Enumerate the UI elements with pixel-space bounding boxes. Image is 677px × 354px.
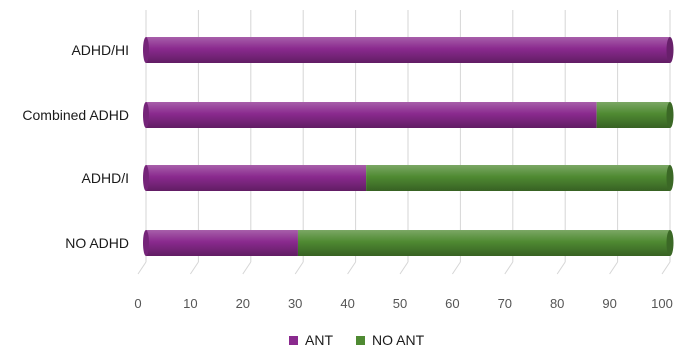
gridline-floor xyxy=(609,261,619,275)
legend-swatch-ant xyxy=(289,336,298,345)
bar-start-cap xyxy=(143,102,149,128)
bar-no-ant xyxy=(297,230,670,256)
bar-no-ant xyxy=(596,102,670,128)
legend-swatch-no-ant xyxy=(356,336,365,345)
bar-start-cap xyxy=(143,165,149,191)
x-tick-label: 100 xyxy=(651,296,673,311)
legend-label-ant: ANT xyxy=(305,332,333,348)
gridline-floor xyxy=(504,261,514,275)
x-axis-ticks: 0 10 20 30 40 50 60 70 80 90 100 xyxy=(134,296,672,311)
legend-label-no-ant: NO ANT xyxy=(372,332,425,348)
x-tick-label: 70 xyxy=(498,296,512,311)
gridline-floor xyxy=(347,261,357,275)
bar-ant xyxy=(146,165,367,191)
bar-no-ant xyxy=(366,165,670,191)
bar-start-cap xyxy=(143,37,149,63)
x-tick-label: 80 xyxy=(550,296,564,311)
gridline-floor xyxy=(556,261,566,275)
gridline-floor xyxy=(242,261,252,275)
x-tick-label: 30 xyxy=(288,296,302,311)
bars xyxy=(143,37,674,256)
gridline-floor xyxy=(451,261,461,275)
gridline-floor xyxy=(189,261,199,275)
bar-end-cap xyxy=(666,102,674,128)
category-label: NO ADHD xyxy=(65,235,129,251)
bar-ant xyxy=(146,37,670,63)
bar-end-cap xyxy=(666,230,674,256)
category-labels: ADHD/HI Combined ADHD ADHD/I NO ADHD xyxy=(22,42,129,251)
category-label: ADHD/I xyxy=(82,170,129,186)
bar-start-cap xyxy=(143,230,149,256)
x-tick-label: 90 xyxy=(602,296,616,311)
x-tick-label: 60 xyxy=(445,296,459,311)
gridline-floor xyxy=(294,261,304,275)
gridline-floor xyxy=(137,261,147,275)
bar-end-cap xyxy=(666,37,674,63)
gridline-floor xyxy=(399,261,409,275)
x-tick-label: 10 xyxy=(183,296,197,311)
category-label: Combined ADHD xyxy=(22,107,129,123)
category-label: ADHD/HI xyxy=(71,42,129,58)
bar-ant xyxy=(146,230,298,256)
x-tick-label: 20 xyxy=(236,296,250,311)
x-tick-label: 50 xyxy=(393,296,407,311)
bar-ant xyxy=(146,102,597,128)
x-tick-label: 40 xyxy=(340,296,354,311)
x-tick-label: 0 xyxy=(134,296,141,311)
legend: ANT NO ANT xyxy=(289,332,425,348)
gridline-floor xyxy=(661,261,671,275)
bar-end-cap xyxy=(666,165,674,191)
